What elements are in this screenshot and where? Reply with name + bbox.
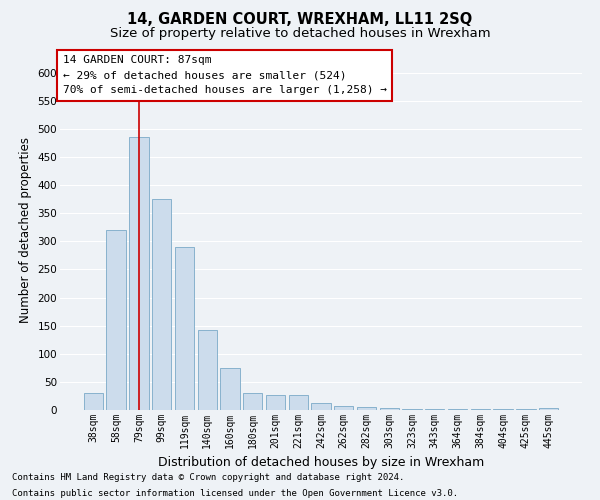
Bar [357,407,376,410]
Text: Contains HM Land Registry data © Crown copyright and database right 2024.: Contains HM Land Registry data © Crown c… [12,474,404,482]
Bar [425,409,445,410]
Y-axis label: Number of detached properties: Number of detached properties [19,137,32,323]
Bar [220,368,239,410]
Bar [197,330,217,410]
Text: Size of property relative to detached houses in Wrexham: Size of property relative to detached ho… [110,28,490,40]
Text: 14, GARDEN COURT, WREXHAM, LL11 2SQ: 14, GARDEN COURT, WREXHAM, LL11 2SQ [127,12,473,28]
Bar [516,409,536,410]
Bar [266,395,285,410]
Text: 14 GARDEN COURT: 87sqm
← 29% of detached houses are smaller (524)
70% of semi-de: 14 GARDEN COURT: 87sqm ← 29% of detached… [62,56,386,95]
Bar [175,247,194,410]
Bar [106,230,126,410]
Bar [152,199,172,410]
Bar [289,395,308,410]
Text: Contains public sector information licensed under the Open Government Licence v3: Contains public sector information licen… [12,488,458,498]
Bar [334,406,353,410]
Bar [493,409,513,410]
Bar [470,409,490,410]
Bar [539,408,558,410]
Bar [448,409,467,410]
X-axis label: Distribution of detached houses by size in Wrexham: Distribution of detached houses by size … [158,456,484,469]
Bar [243,393,262,410]
Bar [403,409,422,410]
Bar [84,393,103,410]
Bar [129,137,149,410]
Bar [311,402,331,410]
Bar [380,408,399,410]
